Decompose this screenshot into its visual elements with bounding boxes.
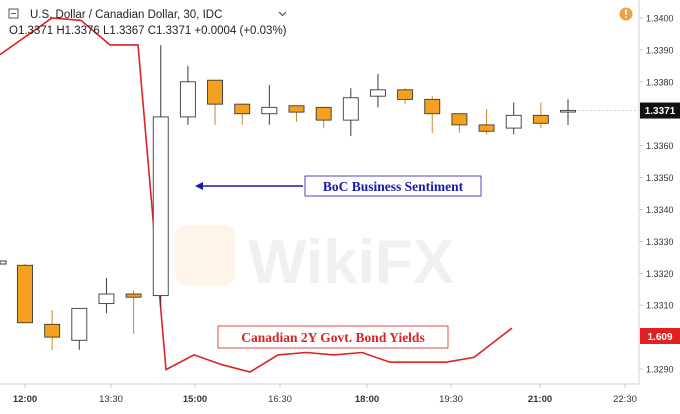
candle-body (342, 97, 359, 121)
time-tick-label: 12:00 (13, 394, 37, 405)
candle-body (560, 110, 576, 113)
collapse-icon[interactable] (8, 8, 19, 19)
price-tick-label: 1.3390 (646, 45, 674, 55)
time-tick-label: 21:00 (528, 394, 552, 405)
candle (125, 290, 142, 334)
candle-body (397, 89, 414, 100)
candle-body (532, 114, 549, 124)
boc-label-box (304, 175, 482, 197)
candle (207, 79, 224, 125)
candle (342, 88, 359, 137)
boc-arrowhead-icon (195, 182, 203, 190)
candle (397, 88, 414, 105)
candle (505, 102, 522, 135)
price-tick-label: 1.3380 (646, 77, 674, 87)
candle-body (125, 293, 142, 298)
candle (315, 106, 332, 129)
price-tick-label: 1.3400 (646, 14, 674, 24)
time-tick-label: 22:30 (613, 394, 637, 405)
candle-body (152, 116, 169, 297)
price-tick-label: 1.3310 (646, 301, 674, 311)
candle (179, 65, 196, 125)
candle (152, 45, 169, 307)
candle-series (17, 45, 639, 350)
candle (71, 307, 88, 350)
candle (424, 96, 441, 133)
time-tick-label: 16:30 (268, 394, 292, 405)
yields-annotation: Canadian 2Y Govt. Bond Yields (217, 325, 449, 349)
candle-body (505, 114, 522, 129)
candle-body (478, 124, 495, 132)
ohlc-readout: O1.3371 H1.3376 L1.3367 C1.3371 +0.0004 … (9, 25, 287, 37)
time-tick-label: 13:30 (99, 394, 123, 405)
price-tick-label: 1.3360 (646, 141, 674, 151)
yields-label: Canadian 2Y Govt. Bond Yields (241, 330, 424, 345)
watermark-text: WikiFX (248, 228, 454, 297)
yield-line (0, 17, 513, 373)
candle-body (234, 103, 251, 115)
last-price-label: 1.3371 (645, 106, 676, 117)
watermark-logo-icon (175, 225, 235, 285)
price-axis[interactable]: 1.34001.33901.33801.33701.33601.33501.33… (639, 14, 674, 375)
candle (98, 278, 115, 314)
boc-label: BoC Business Sentiment (323, 179, 464, 194)
candle-body (288, 105, 305, 113)
yield-series (0, 17, 513, 373)
price-tick-label: 1.3350 (646, 173, 674, 183)
candle (234, 103, 251, 125)
price-tick-label: 1.3330 (646, 237, 674, 247)
candle (44, 309, 61, 350)
time-axis[interactable]: 12:00 13:30 15:00 16:30 18:00 19:30 21:00 22:30 (13, 384, 637, 405)
candle-body (44, 323, 61, 338)
price-tick-label: 1.3320 (646, 269, 674, 279)
candle-body (261, 106, 278, 115)
candle-body (424, 98, 441, 115)
symbol-title[interactable]: U.S. Dollar / Canadian Dollar, 30, IDC (30, 9, 222, 21)
chart-header: U.S. Dollar / Canadian Dollar, 30, IDC O… (8, 8, 287, 37)
candle-body (71, 307, 88, 341)
candle-body (17, 264, 33, 324)
candle (451, 113, 468, 133)
yield-badge: 1.609 (640, 328, 680, 344)
candle-body (451, 113, 468, 126)
yield-value-label: 1.609 (647, 332, 672, 343)
time-tick-label: 15:00 (183, 394, 207, 405)
partial-candle-body (0, 260, 7, 265)
price-tick-label: 1.3290 (646, 365, 674, 375)
candle-body (207, 79, 224, 105)
candle (261, 85, 278, 125)
yields-label-box (217, 325, 449, 349)
candle (532, 102, 549, 129)
time-tick-label: 18:00 (355, 394, 379, 405)
alert-icon[interactable] (619, 7, 633, 21)
time-tick-label: 19:30 (439, 394, 463, 405)
candle-body (98, 293, 115, 305)
candle-body (370, 89, 386, 97)
candle (560, 99, 576, 125)
candle-body (179, 81, 196, 118)
candle (17, 263, 33, 324)
last-price-badge: 1.3371 (640, 102, 680, 119)
boc-annotation: BoC Business Sentiment (195, 175, 482, 197)
watermark: WikiFX (175, 225, 454, 297)
candle (478, 108, 495, 135)
chevron-down-icon[interactable] (278, 11, 287, 17)
candle (370, 73, 386, 108)
price-tick-label: 1.3340 (646, 205, 674, 215)
candle-body (315, 106, 332, 121)
candle (288, 105, 305, 122)
